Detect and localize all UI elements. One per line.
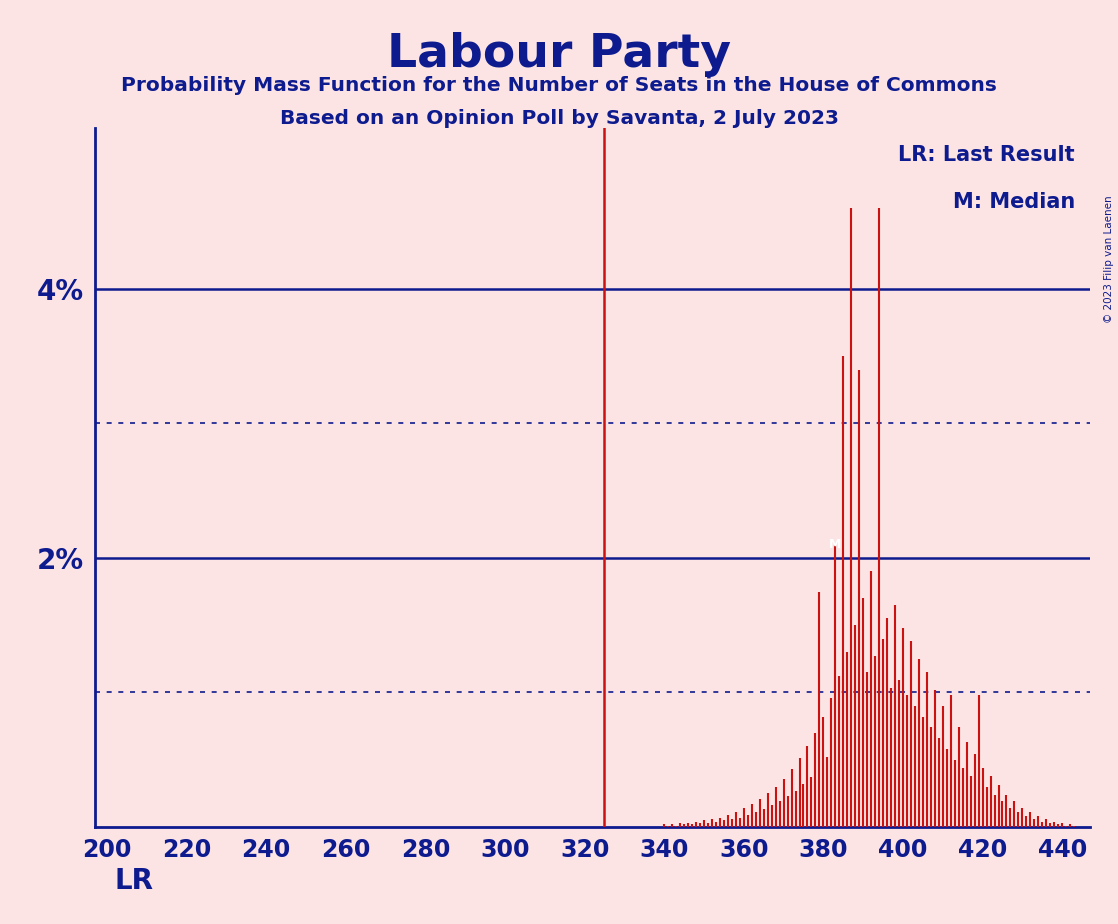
Text: Probability Mass Function for the Number of Seats in the House of Commons: Probability Mass Function for the Number… — [121, 76, 997, 95]
Text: LR: LR — [115, 868, 154, 895]
Text: M: Median: M: Median — [953, 192, 1076, 212]
Text: Based on an Opinion Poll by Savanta, 2 July 2023: Based on an Opinion Poll by Savanta, 2 J… — [280, 109, 838, 128]
Text: M: M — [830, 538, 842, 551]
Text: Labour Party: Labour Party — [387, 32, 731, 78]
Text: LR: Last Result: LR: Last Result — [899, 145, 1076, 165]
Text: © 2023 Filip van Laenen: © 2023 Filip van Laenen — [1105, 195, 1114, 322]
